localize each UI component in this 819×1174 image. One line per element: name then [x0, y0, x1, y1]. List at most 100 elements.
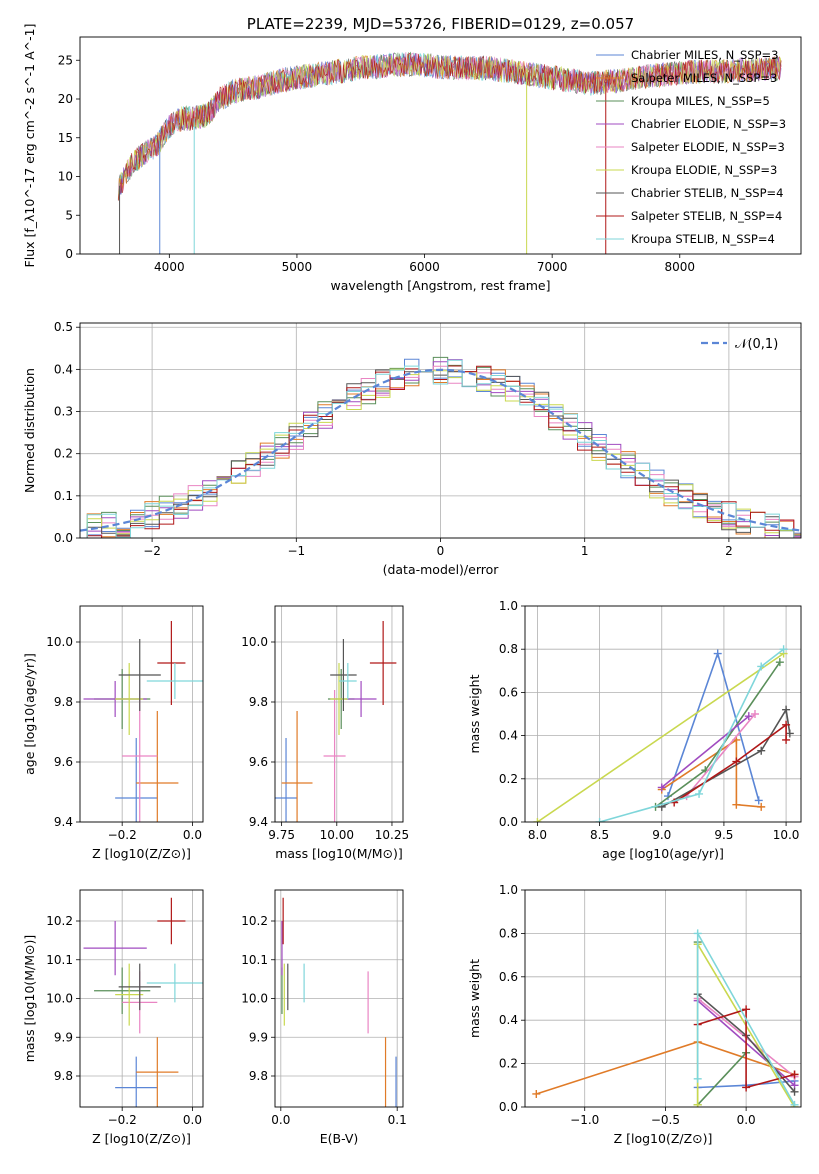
y-tick-label: 0.0	[54, 531, 73, 545]
weight-series	[697, 1008, 795, 1089]
weight-series	[661, 715, 750, 789]
x-tick-label: 8.5	[590, 828, 609, 842]
y-tick-label: 5	[65, 208, 73, 222]
y-axis-label: age [log10(age/yr)]	[22, 653, 37, 775]
weight-marker	[595, 818, 604, 822]
legend-label: Kroupa MILES, N_SSP=5	[631, 94, 770, 108]
y-tick-label: 15	[58, 131, 73, 145]
legend-label: Salpeter STELIB, N_SSP=4	[631, 209, 782, 223]
y-tick-label: 10.0	[241, 992, 268, 1006]
weight-series	[685, 713, 756, 797]
weight-marker	[757, 662, 766, 671]
y-tick-label: 1.0	[499, 883, 518, 897]
x-tick-label: 9.75	[268, 828, 295, 842]
weight-marker	[693, 929, 702, 938]
x-tick-label: 4000	[154, 260, 185, 274]
plot-area	[275, 621, 397, 822]
spectrum-line	[118, 52, 782, 201]
y-tick-label: 0.0	[499, 815, 518, 829]
chart-age-vs-mass: 9.75 10.00 10.25 9.4 9.6 9.8 10.0 mass [log10(M…	[241, 605, 409, 861]
y-axis-label: mass weight	[467, 674, 482, 753]
x-tick-label: −0.2	[108, 828, 137, 842]
weight-marker	[754, 796, 763, 805]
plot-area	[83, 897, 203, 1107]
chart-age-vs-z: −0.2 0.0 9.4 9.6 9.8 10.0 Z [log10(Z/Z⊙)] age […	[22, 605, 204, 861]
x-tick-label: 10.25	[375, 828, 409, 842]
weight-marker	[782, 705, 791, 714]
legend-label: 𝒩(0,1)	[735, 337, 778, 352]
legend-label: Kroupa ELODIE, N_SSP=3	[631, 163, 777, 177]
weight-marker	[693, 1100, 702, 1107]
y-tick-label: 0.0	[499, 1100, 518, 1114]
axes-frame	[524, 889, 802, 1108]
weight-marker	[782, 735, 791, 744]
weight-marker	[790, 1100, 799, 1107]
x-axis-label: Z [log10(Z/Z⊙)]	[614, 1131, 713, 1146]
x-tick-label: 8000	[664, 260, 695, 274]
x-tick-label: 9.0	[652, 828, 671, 842]
x-axis-label: Z [log10(Z/Z⊙)]	[92, 1131, 191, 1146]
axes-frame	[274, 605, 404, 823]
plot-area	[80, 356, 801, 538]
plot-area	[533, 645, 794, 822]
y-axis-label: Flux [f_λ10^-17 erg cm^-2 s^-1 A^-1]	[22, 24, 37, 268]
x-axis-label: wavelength [Angstrom, rest frame]	[330, 278, 550, 293]
y-tick-label: 0.2	[499, 772, 518, 786]
weight-series	[696, 942, 747, 1107]
x-tick-label: 9.5	[714, 828, 733, 842]
x-axis-label: age [log10(age/yr)]	[602, 846, 724, 861]
x-tick-label: 8.0	[528, 828, 547, 842]
y-tick-label: 9.4	[54, 815, 73, 829]
weight-marker	[744, 712, 753, 721]
chart-mass-weight-vs-age: 8.0 8.5 9.0 9.5 10.0 0.0 0.2 0.4 0.6 0.8 1.0 age [l…	[467, 599, 802, 861]
y-tick-label: 9.4	[249, 815, 268, 829]
weight-marker	[533, 818, 542, 822]
plot-area	[117, 51, 782, 254]
histogram-series	[80, 359, 801, 538]
y-tick-label: 0.3	[54, 405, 73, 419]
x-tick-label: 7000	[537, 260, 568, 274]
axes-frame	[79, 322, 802, 539]
y-tick-label: 0.5	[54, 320, 73, 334]
y-tick-label: 0.1	[54, 489, 73, 503]
x-tick-label: 0.0	[737, 1113, 756, 1127]
x-tick-label: 10.0	[773, 828, 800, 842]
x-tick-label: 2	[725, 544, 733, 558]
y-axis-label: mass weight	[467, 959, 482, 1038]
chart-residuals: −2 −1 0 1 2 0.0 0.1 0.2 0.3 0.4 0.5 𝒩(0,1) (data-mod…	[22, 320, 802, 577]
weight-series	[599, 648, 785, 822]
y-tick-label: 10.2	[241, 914, 268, 928]
weight-marker	[695, 789, 704, 798]
y-tick-label: 9.6	[54, 755, 73, 769]
y-tick-label: 0.8	[499, 642, 518, 656]
legend-label: Salpeter ELODIE, N_SSP=3	[631, 140, 785, 154]
weight-series	[661, 738, 762, 808]
y-tick-label: 20	[58, 92, 73, 106]
y-tick-label: 0.8	[499, 926, 518, 940]
histogram-series	[80, 359, 801, 538]
y-tick-label: 9.8	[249, 1069, 268, 1083]
axes-frame	[79, 605, 204, 823]
chart-title: PLATE=2239, MJD=53726, FIBERID=0129, z=0…	[247, 15, 634, 33]
y-tick-label: 10.1	[241, 953, 268, 967]
y-tick-label: 9.8	[54, 1069, 73, 1083]
weight-marker	[670, 798, 679, 807]
x-tick-label: −1.0	[570, 1113, 599, 1127]
weight-marker	[779, 645, 788, 654]
weight-marker	[732, 757, 741, 766]
y-tick-label: 0.4	[54, 362, 73, 376]
y-tick-label: 0.2	[499, 1057, 518, 1071]
x-tick-label: 6000	[409, 260, 440, 274]
weight-marker	[757, 802, 766, 811]
x-tick-label: 10.00	[320, 828, 354, 842]
axes-frame	[274, 889, 404, 1108]
y-tick-label: 0.6	[499, 685, 518, 699]
y-tick-label: 10.0	[46, 635, 73, 649]
axes-frame	[79, 36, 802, 255]
plot-area	[281, 897, 397, 1107]
x-tick-label: 0	[437, 544, 445, 558]
x-tick-label: −0.2	[108, 1113, 137, 1127]
plot-area	[83, 621, 203, 822]
legend-label: Salpeter MILES, N_SSP=3	[631, 71, 777, 85]
